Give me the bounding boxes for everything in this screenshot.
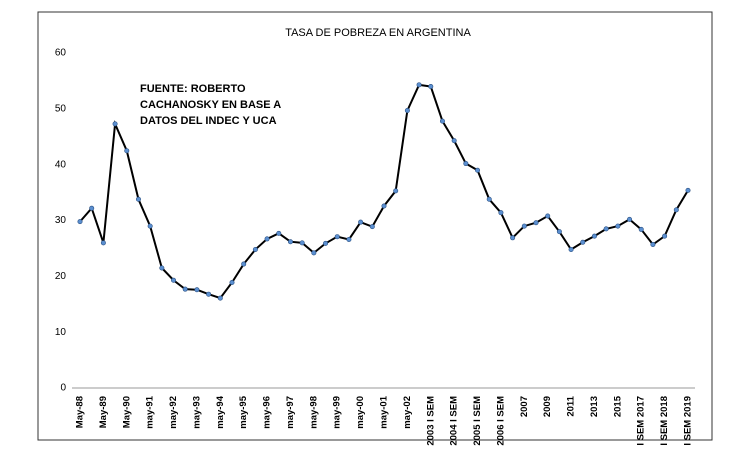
- data-point: [545, 213, 551, 219]
- data-point: [124, 148, 130, 154]
- y-tick-label: 0: [60, 383, 66, 394]
- data-point: [147, 223, 153, 229]
- data-point: [603, 226, 609, 232]
- annotation: CACHANOSKY EN BASE A: [140, 99, 281, 111]
- data-point: [556, 229, 562, 235]
- x-tick-label: I SEM 2019: [683, 396, 694, 446]
- data-point: [580, 239, 586, 245]
- y-tick-label: 10: [55, 327, 67, 338]
- x-tick-label: I SEM 2018: [659, 396, 670, 446]
- data-point: [451, 138, 457, 144]
- data-point: [439, 118, 445, 124]
- x-tick-label: may-91: [145, 395, 156, 428]
- data-point: [463, 161, 469, 167]
- chart-title: TASA DE POBREZA EN ARGENTINA: [285, 27, 471, 39]
- x-tick-label: may-92: [168, 396, 179, 429]
- x-tick-label: 2006 I SEM: [495, 396, 506, 446]
- x-tick-label: may-98: [308, 396, 319, 429]
- data-point: [393, 188, 399, 194]
- x-tick-label: 2011: [566, 395, 577, 416]
- x-tick-label: may-00: [355, 396, 366, 429]
- data-point: [381, 203, 387, 209]
- data-point: [685, 187, 691, 193]
- data-point: [276, 230, 282, 236]
- data-point: [428, 84, 434, 90]
- data-point: [182, 286, 188, 292]
- x-tick-label: I SEM 2017: [636, 396, 647, 446]
- y-tick-label: 30: [55, 215, 67, 226]
- x-tick-label: may-95: [238, 395, 249, 428]
- x-tick-label: 2004 I SEM: [449, 396, 460, 446]
- data-point: [171, 277, 177, 283]
- data-point: [650, 242, 656, 248]
- data-point: [591, 233, 597, 239]
- data-point: [77, 219, 83, 225]
- data-point: [568, 247, 574, 253]
- data-point: [241, 261, 247, 267]
- data-point: [369, 224, 375, 230]
- data-point: [206, 291, 212, 297]
- x-tick-label: May-88: [75, 396, 86, 428]
- data-point: [533, 220, 539, 226]
- x-tick-label: May-90: [121, 396, 132, 428]
- data-point: [264, 236, 270, 242]
- data-point: [486, 196, 492, 202]
- x-tick-label: may-01: [379, 395, 390, 428]
- data-point: [299, 240, 305, 246]
- data-point: [404, 108, 410, 114]
- data-point: [627, 216, 633, 222]
- data-point: [673, 207, 679, 213]
- data-point: [112, 121, 118, 127]
- x-tick-label: 2003 I SEM: [425, 396, 436, 446]
- data-point: [521, 223, 527, 229]
- x-tick-label: may-99: [332, 396, 343, 429]
- y-tick-label: 40: [55, 159, 67, 170]
- x-tick-label: may-02: [402, 396, 413, 429]
- y-tick-label: 60: [55, 48, 67, 59]
- data-point: [510, 235, 516, 241]
- data-point: [475, 167, 481, 173]
- data-point: [334, 234, 340, 240]
- data-point: [252, 247, 258, 253]
- x-tick-label: May-89: [98, 396, 109, 428]
- x-tick-label: may-97: [285, 396, 296, 429]
- data-point: [135, 196, 141, 202]
- data-point: [217, 295, 223, 301]
- data-point: [358, 219, 364, 225]
- x-tick-label: may-93: [191, 396, 202, 429]
- data-point: [287, 239, 293, 245]
- data-point: [416, 82, 422, 88]
- x-tick-label: 2007: [519, 396, 530, 417]
- annotation: DATOS DEL INDEC Y UCA: [140, 115, 277, 127]
- data-point: [89, 205, 95, 211]
- data-point: [662, 233, 668, 239]
- data-point: [100, 240, 106, 246]
- data-point: [346, 236, 352, 242]
- x-tick-label: 2015: [612, 395, 623, 417]
- data-point: [229, 279, 235, 285]
- x-tick-label: 2009: [542, 396, 553, 417]
- chart-frame: [37, 11, 713, 441]
- y-tick-label: 50: [55, 103, 67, 114]
- annotation: FUENTE: ROBERTO: [140, 83, 246, 95]
- data-point: [615, 223, 621, 229]
- x-tick-label: may-94: [215, 395, 226, 428]
- y-tick-label: 20: [55, 271, 67, 282]
- data-point: [638, 226, 644, 232]
- data-point: [323, 240, 329, 246]
- data-point: [311, 250, 317, 256]
- x-tick-label: may-96: [262, 396, 273, 429]
- data-point: [194, 287, 200, 293]
- data-point: [159, 265, 165, 271]
- x-tick-label: 2013: [589, 396, 600, 417]
- x-tick-label: 2005 I SEM: [472, 396, 483, 446]
- data-point: [498, 210, 504, 216]
